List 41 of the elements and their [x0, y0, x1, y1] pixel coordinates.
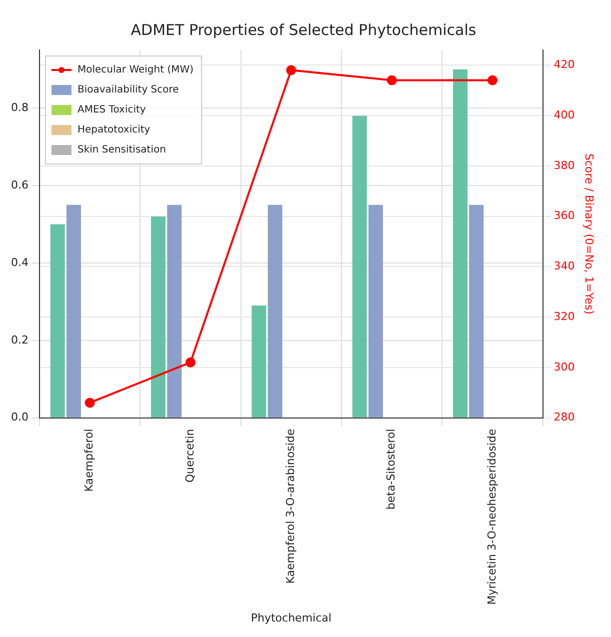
- bar: [368, 204, 383, 418]
- legend-label: Molecular Weight (MW): [77, 64, 194, 76]
- legend-label: Skin Sensitisation: [77, 144, 166, 156]
- bar: [453, 69, 468, 418]
- y2-tick-label: 400: [554, 108, 575, 122]
- point: [286, 65, 296, 76]
- x-tick-label: beta-Sitosterol: [384, 428, 398, 510]
- legend-label: Hepatotoxicity: [77, 124, 150, 136]
- x-tick-label: Quercetin: [183, 428, 196, 483]
- y2-tick-label: 380: [554, 158, 575, 172]
- bar: [50, 224, 65, 418]
- point: [487, 75, 498, 86]
- x-axis-title: Phytochemical: [250, 611, 332, 624]
- x-tick-label: Myricetin 3-O-neohesperidoside: [485, 428, 498, 605]
- y2-tick-label: 360: [554, 209, 575, 222]
- bar: [167, 204, 182, 418]
- legend-label: AMES Toxicity: [77, 104, 146, 116]
- y2-tick-label: 280: [554, 410, 575, 424]
- bar: [352, 116, 367, 418]
- legend-label: Bioavailability Score: [77, 84, 179, 96]
- y-tick-label: 0.4: [10, 256, 28, 269]
- x-tick-label: Kaempferol 3-O-arabinoside: [284, 428, 298, 584]
- y-tick-label: 0.8: [10, 100, 28, 114]
- point: [84, 398, 95, 408]
- y2-tick-label: 420: [554, 58, 575, 71]
- bar: [151, 216, 166, 418]
- point: [386, 75, 397, 86]
- bar: [66, 204, 81, 418]
- chart-title: ADMET Properties of Selected Phytochemicals: [130, 20, 476, 39]
- y2-tick-label: 340: [554, 260, 575, 273]
- y2-tick-label: 320: [554, 310, 575, 323]
- point: [185, 357, 196, 368]
- y-tick-label: 0.2: [10, 333, 28, 346]
- x-tick-label: Kaempferol: [82, 428, 96, 492]
- y2-axis-title: Score / Binary (0=No, 1=Yes): [582, 153, 596, 314]
- bar: [252, 306, 266, 418]
- y-tick-label: 0.6: [10, 178, 28, 192]
- y-tick-label: 0.0: [10, 410, 28, 424]
- y2-tick-label: 300: [554, 360, 575, 374]
- bar: [268, 204, 282, 418]
- bar: [469, 204, 484, 418]
